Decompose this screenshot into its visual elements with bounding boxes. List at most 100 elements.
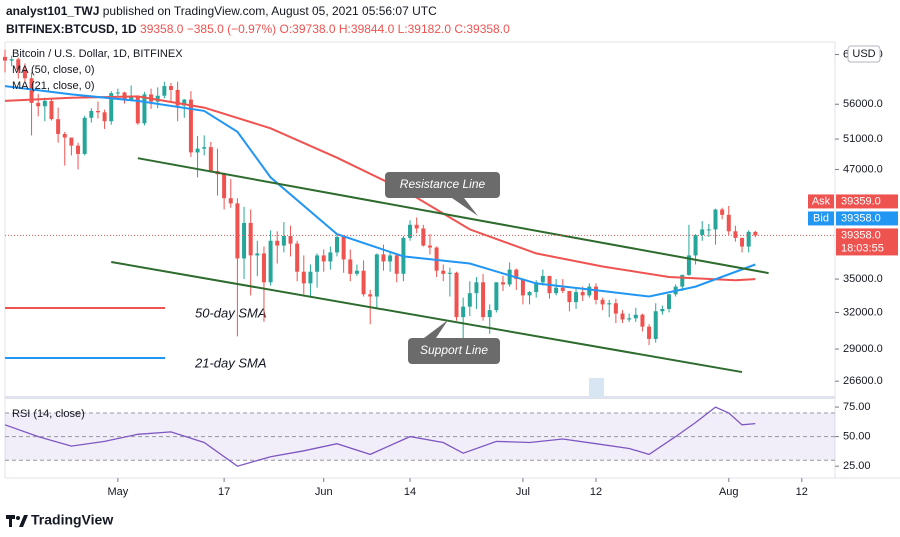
candle-body bbox=[315, 255, 320, 272]
candle-body bbox=[746, 231, 751, 247]
candle-body bbox=[487, 310, 492, 318]
candle-body bbox=[587, 286, 592, 296]
candle-body bbox=[261, 253, 266, 283]
candle-body bbox=[560, 287, 565, 291]
candle-body bbox=[408, 224, 413, 238]
rsi-y-tick-label: 50.00 bbox=[843, 431, 871, 443]
ohlc: C:39358.0 bbox=[454, 22, 510, 36]
candle-body bbox=[693, 235, 698, 256]
x-tick-label: Jun bbox=[315, 486, 333, 498]
candle-body bbox=[620, 313, 625, 320]
x-tick-label: Aug bbox=[719, 486, 739, 498]
candle-body bbox=[361, 270, 366, 295]
candle-body bbox=[321, 255, 326, 262]
price-label-value: 39358.0 bbox=[841, 212, 881, 224]
candle-body bbox=[680, 274, 685, 287]
candle-body bbox=[288, 235, 293, 244]
legend-entry: MA (50, close, 0) bbox=[12, 64, 95, 76]
annotation-text: 50-day SMA bbox=[195, 305, 267, 320]
currency-badge bbox=[847, 45, 881, 63]
price-label-tag bbox=[808, 211, 834, 226]
price-label-box bbox=[836, 211, 898, 226]
x-tick-label: 14 bbox=[404, 486, 416, 498]
candle-body bbox=[49, 100, 54, 120]
y-tick-label: 26600.0 bbox=[843, 375, 883, 387]
y-tick-label: 51000.0 bbox=[843, 133, 883, 145]
candle-body bbox=[527, 292, 532, 296]
candle-body bbox=[607, 303, 612, 305]
price-label-tag bbox=[808, 194, 834, 209]
candle-body bbox=[182, 99, 187, 106]
candle-body bbox=[501, 282, 505, 285]
symbol: BITFINEX:BTCUSD, 1D bbox=[6, 22, 137, 36]
candle-body bbox=[95, 110, 100, 113]
callout-label: Resistance Line bbox=[400, 177, 486, 191]
y-tick-label: 47000.0 bbox=[843, 163, 883, 175]
candle-body bbox=[102, 112, 107, 122]
candle-body bbox=[62, 133, 67, 138]
candle-body bbox=[242, 222, 247, 259]
published: published on TradingView.com, August 05,… bbox=[103, 4, 437, 18]
candle-body bbox=[461, 306, 466, 318]
candle-body bbox=[474, 282, 479, 294]
last-price-label: 39358.0 bbox=[841, 229, 881, 241]
candle-body bbox=[394, 255, 399, 274]
candle-body bbox=[69, 137, 74, 146]
candle-body bbox=[228, 198, 233, 204]
candle-body bbox=[454, 272, 459, 318]
y-tick-label: 35000.0 bbox=[843, 273, 883, 285]
countdown: 18:03:55 bbox=[841, 242, 884, 254]
candle-body bbox=[740, 237, 745, 247]
candle-body bbox=[155, 95, 160, 102]
ohlc: L:39182.0 bbox=[398, 22, 452, 36]
change: −385.0 (−0.97%) bbox=[187, 22, 276, 36]
candle-body bbox=[600, 299, 605, 305]
x-tick-label: 12 bbox=[590, 486, 602, 498]
callout-pointer bbox=[452, 198, 478, 216]
candle-body bbox=[162, 86, 167, 96]
candle-body bbox=[308, 271, 313, 284]
candle-body bbox=[633, 314, 638, 319]
candle-body bbox=[22, 69, 27, 79]
price-label-box bbox=[836, 194, 898, 209]
ohlc: O:39738.0 bbox=[280, 22, 336, 36]
candle-body bbox=[540, 275, 545, 283]
candle-body bbox=[301, 271, 306, 284]
header-line: analyst101_TWJ published on TradingView.… bbox=[6, 4, 437, 18]
candle-body bbox=[753, 231, 758, 236]
currency: USD bbox=[852, 48, 875, 60]
candle-body bbox=[647, 326, 652, 339]
legend-entry: MA (21, close, 0) bbox=[12, 80, 95, 92]
candle-body bbox=[82, 117, 87, 154]
rsi-y-tick-label: 75.00 bbox=[843, 401, 871, 413]
candle-body bbox=[494, 282, 499, 311]
footer-brand: TradingView bbox=[31, 512, 113, 528]
footer-logo bbox=[6, 515, 28, 527]
candle-body bbox=[627, 318, 632, 320]
candle-body bbox=[700, 229, 705, 236]
trendline bbox=[137, 157, 769, 275]
x-tick-label: 17 bbox=[218, 486, 230, 498]
candle-body bbox=[520, 279, 525, 296]
candle-body bbox=[36, 102, 41, 107]
chart-title: Bitcoin / U.S. Dollar, 1D, BITFINEX bbox=[12, 48, 183, 60]
candle-body bbox=[89, 110, 94, 118]
callout-box bbox=[385, 172, 500, 198]
ma-line bbox=[4, 85, 756, 298]
candle-body bbox=[726, 214, 731, 232]
candle-body bbox=[388, 255, 393, 262]
candle-body bbox=[328, 252, 333, 262]
price-label-value: 39359.0 bbox=[841, 195, 881, 207]
candle-body bbox=[514, 269, 519, 280]
candle-body bbox=[481, 282, 486, 318]
x-tick-label: 12 bbox=[796, 486, 808, 498]
callout-pointer bbox=[424, 320, 448, 338]
candle-body bbox=[268, 240, 273, 283]
candle-body bbox=[374, 254, 379, 297]
price: 39358.0 bbox=[140, 22, 184, 36]
candle-body bbox=[56, 119, 61, 134]
candle-body bbox=[109, 93, 114, 122]
author: analyst101_TWJ bbox=[6, 4, 99, 18]
candle-body bbox=[341, 236, 346, 260]
